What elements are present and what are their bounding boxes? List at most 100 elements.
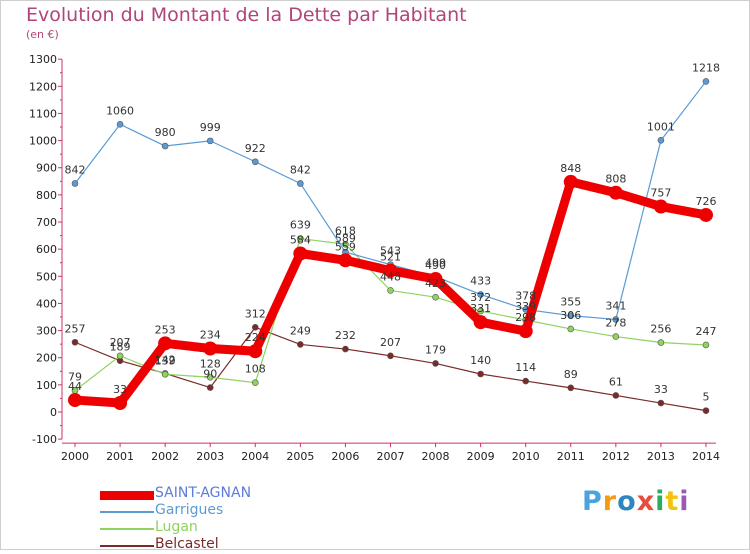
data-label: 61	[609, 375, 623, 388]
data-label: 207	[380, 336, 401, 349]
data-label: 980	[155, 126, 176, 139]
data-label: 1060	[106, 104, 134, 117]
data-point	[657, 137, 665, 144]
x-tick-label: 2004	[241, 450, 269, 463]
x-tick-label: 2003	[196, 450, 224, 463]
legend-label: SAINT-AGNAN	[155, 485, 252, 501]
data-label: 33	[654, 383, 668, 396]
y-tick-label: 900	[36, 162, 57, 175]
data-label: 423	[425, 277, 446, 290]
data-point	[473, 315, 488, 330]
y-tick-label: 200	[36, 352, 57, 365]
data-label: 140	[470, 354, 491, 367]
logo-letter: x	[636, 486, 656, 517]
data-label: 298	[515, 311, 536, 324]
data-label: 312	[245, 307, 266, 320]
data-point	[71, 338, 79, 346]
chart-subtitle: (en €)	[26, 28, 59, 41]
data-label: 128	[200, 357, 221, 370]
data-label: 490	[425, 259, 446, 272]
data-point	[387, 287, 394, 294]
data-point	[522, 377, 530, 385]
data-point	[297, 341, 304, 348]
logo-letter: P	[582, 486, 603, 517]
data-label: 757	[650, 187, 671, 200]
x-tick-label: 2001	[106, 450, 134, 463]
data-point	[477, 370, 484, 378]
data-point	[206, 373, 214, 381]
legend-swatch	[100, 545, 154, 547]
legend-item: SAINT-AGNAN	[100, 485, 340, 503]
proxiti-logo: Proxiti	[582, 486, 690, 517]
data-point	[116, 352, 124, 360]
data-label: 234	[200, 328, 221, 341]
y-tick-label: -100	[32, 433, 57, 446]
data-label: 589	[335, 232, 356, 245]
data-label: 253	[155, 323, 176, 336]
x-tick-label: 2014	[692, 450, 720, 463]
data-point	[293, 246, 308, 261]
data-point	[702, 407, 710, 414]
data-label: 33	[113, 383, 127, 396]
data-point	[338, 253, 353, 268]
x-tick-label: 2006	[331, 450, 359, 463]
data-label: 559	[335, 240, 356, 253]
data-label: 808	[605, 173, 626, 186]
data-label: 5	[702, 391, 709, 404]
y-tick-label: 400	[36, 297, 57, 310]
data-label: 448	[380, 270, 401, 283]
legend-swatch	[100, 490, 154, 500]
data-point	[383, 263, 398, 278]
data-point	[71, 180, 79, 187]
data-label: 224	[245, 331, 266, 344]
data-point	[116, 121, 124, 128]
chart-axes: -100 0 100 200 300 400 500 600 700 800 900 1000 1100…	[29, 53, 720, 463]
data-point	[161, 142, 169, 150]
y-tick-label: 800	[36, 189, 57, 202]
legend-label: Garrigues	[155, 502, 224, 518]
data-point	[432, 293, 439, 301]
data-point	[657, 339, 665, 346]
data-label: 278	[605, 317, 626, 330]
data-point	[432, 360, 439, 367]
series-line-garrigues	[74, 81, 707, 321]
data-label: 256	[650, 323, 671, 336]
x-tick-label: 2002	[151, 450, 179, 463]
data-point	[612, 392, 620, 399]
data-label: 848	[560, 162, 581, 175]
data-point	[702, 78, 710, 85]
data-label: 842	[65, 163, 86, 176]
data-label: 257	[65, 322, 86, 335]
chart-title: Evolution du Montant de la Dette par Hab…	[26, 4, 467, 26]
x-tick-label: 2005	[286, 450, 314, 463]
y-tick-label: 600	[36, 243, 57, 256]
data-label: 372	[470, 291, 491, 304]
data-label: 189	[110, 341, 131, 354]
y-tick-label: 1300	[29, 53, 57, 66]
data-point	[158, 336, 173, 351]
data-label: 584	[290, 234, 311, 247]
data-label: 499	[425, 257, 446, 270]
y-tick-label: 1200	[29, 80, 57, 93]
data-label: 44	[68, 380, 82, 393]
chart-data-labels: 44 33 253 234 224 584 559 521 490 331 298 848 808 757…	[65, 61, 720, 403]
data-label: 142	[155, 353, 176, 366]
x-tick-label: 2010	[512, 450, 540, 463]
data-label: 89	[564, 368, 578, 381]
logo-letter: o	[617, 486, 637, 517]
data-label: 247	[695, 325, 716, 338]
data-label: 1218	[692, 61, 720, 74]
data-point	[567, 384, 575, 392]
data-point	[387, 352, 394, 360]
data-point	[342, 240, 349, 248]
data-point	[653, 199, 668, 214]
x-tick-label: 2011	[557, 450, 585, 463]
legend-swatch	[100, 511, 154, 513]
data-label: 355	[560, 296, 581, 309]
data-label: 90	[203, 368, 217, 381]
data-label: 521	[380, 251, 401, 264]
x-tick-label: 2012	[602, 450, 630, 463]
data-point	[612, 333, 620, 340]
data-point	[567, 325, 575, 333]
